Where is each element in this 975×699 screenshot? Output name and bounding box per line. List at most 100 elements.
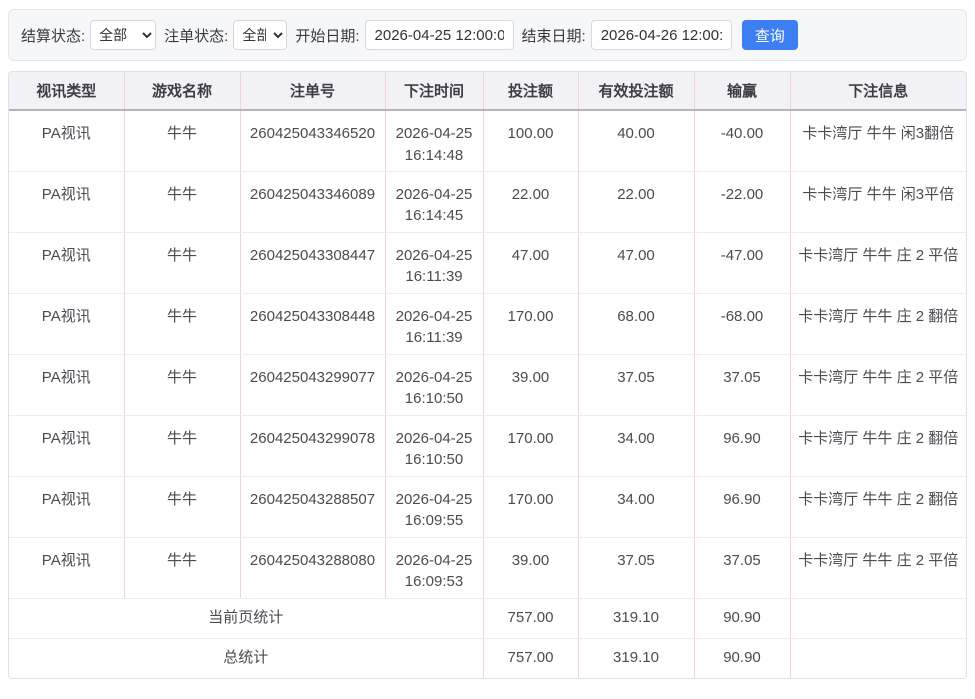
- summary-bet-amount-cell: 757.00: [483, 598, 579, 639]
- bet-records-table: 视讯类型 游戏名称 注单号 下注时间 投注额 有效投注额 输赢 下注信息 PA视…: [9, 72, 966, 678]
- video-type-cell: PA视讯: [9, 537, 125, 599]
- bet-amount-cell: 100.00: [483, 110, 579, 172]
- game-name-cell: 牛牛: [124, 110, 241, 172]
- game-name-cell: 牛牛: [124, 171, 241, 233]
- bet-info-cell: 卡卡湾厅 牛牛 闲3平倍: [790, 171, 966, 233]
- bet-id-cell: 260425043346089: [240, 171, 386, 233]
- valid-bet-amount-cell: 40.00: [578, 110, 695, 172]
- summary-win-loss-cell: 90.90: [694, 638, 791, 678]
- bet-records-table-container: 视讯类型 游戏名称 注单号 下注时间 投注额 有效投注额 输赢 下注信息 PA视…: [8, 71, 967, 679]
- video-type-cell: PA视讯: [9, 171, 125, 233]
- win-loss-cell: 96.90: [694, 476, 791, 538]
- query-button[interactable]: 查询: [741, 20, 798, 50]
- bet-id-cell: 260425043346520: [240, 110, 386, 172]
- table-row: PA视讯 牛牛 260425043288507 2026-04-25 16:09…: [9, 476, 966, 538]
- game-name-cell: 牛牛: [124, 354, 241, 416]
- start-date-input[interactable]: [364, 20, 514, 50]
- header-bet-id: 注单号: [240, 72, 386, 111]
- bet-info-cell: 卡卡湾厅 牛牛 庄 2 翻倍: [790, 293, 966, 355]
- end-date-group: 结束日期:: [522, 20, 732, 50]
- summary-info-cell: [790, 598, 966, 639]
- bet-info-cell: 卡卡湾厅 牛牛 闲3翻倍: [790, 110, 966, 172]
- game-name-cell: 牛牛: [124, 293, 241, 355]
- order-status-group: 注单状态: 全部: [164, 20, 288, 50]
- header-bet-time: 下注时间: [385, 72, 484, 111]
- header-game-name: 游戏名称: [124, 72, 241, 111]
- video-type-cell: PA视讯: [9, 232, 125, 294]
- video-type-cell: PA视讯: [9, 293, 125, 355]
- bet-id-cell: 260425043308447: [240, 232, 386, 294]
- table-row: PA视讯 牛牛 260425043308448 2026-04-25 16:11…: [9, 293, 966, 355]
- bet-id-cell: 260425043288080: [240, 537, 386, 599]
- win-loss-cell: -40.00: [694, 110, 791, 172]
- filter-bar: 结算状态: 全部 注单状态: 全部 开始日期: 结束日期: 查询: [8, 9, 967, 61]
- summary-valid-bet-amount-cell: 319.10: [578, 598, 695, 639]
- bet-id-cell: 260425043299077: [240, 354, 386, 416]
- bet-info-cell: 卡卡湾厅 牛牛 庄 2 翻倍: [790, 415, 966, 477]
- win-loss-cell: 96.90: [694, 415, 791, 477]
- bet-amount-cell: 170.00: [483, 293, 579, 355]
- table-row: PA视讯 牛牛 260425043288080 2026-04-25 16:09…: [9, 537, 966, 599]
- win-loss-cell: -68.00: [694, 293, 791, 355]
- header-bet-amount: 投注额: [483, 72, 579, 111]
- bet-time-cell: 2026-04-25 16:10:50: [385, 354, 484, 416]
- valid-bet-amount-cell: 34.00: [578, 415, 695, 477]
- bet-id-cell: 260425043308448: [240, 293, 386, 355]
- settlement-status-group: 结算状态: 全部: [21, 20, 157, 50]
- win-loss-cell: -47.00: [694, 232, 791, 294]
- summary-win-loss-cell: 90.90: [694, 598, 791, 639]
- valid-bet-amount-cell: 68.00: [578, 293, 695, 355]
- bet-info-cell: 卡卡湾厅 牛牛 庄 2 翻倍: [790, 476, 966, 538]
- summary-label-cell: 总统计: [9, 638, 484, 678]
- game-name-cell: 牛牛: [124, 415, 241, 477]
- bet-time-cell: 2026-04-25 16:10:50: [385, 415, 484, 477]
- table-row: PA视讯 牛牛 260425043346520 2026-04-25 16:14…: [9, 110, 966, 172]
- table-row: PA视讯 牛牛 260425043299077 2026-04-25 16:10…: [9, 354, 966, 416]
- header-bet-info: 下注信息: [790, 72, 966, 111]
- bet-info-cell: 卡卡湾厅 牛牛 庄 2 平倍: [790, 232, 966, 294]
- summary-total-row: 总统计 757.00 319.10 90.90: [9, 638, 966, 678]
- bet-amount-cell: 47.00: [483, 232, 579, 294]
- header-win-loss: 输赢: [694, 72, 791, 111]
- video-type-cell: PA视讯: [9, 354, 125, 416]
- game-name-cell: 牛牛: [124, 537, 241, 599]
- bet-amount-cell: 39.00: [483, 354, 579, 416]
- summary-label-cell: 当前页统计: [9, 598, 484, 639]
- bet-info-cell: 卡卡湾厅 牛牛 庄 2 平倍: [790, 537, 966, 599]
- end-date-input[interactable]: [590, 20, 732, 50]
- bet-amount-cell: 39.00: [483, 537, 579, 599]
- header-valid-bet-amount: 有效投注额: [578, 72, 695, 111]
- order-status-select[interactable]: 全部: [233, 20, 288, 50]
- valid-bet-amount-cell: 37.05: [578, 537, 695, 599]
- valid-bet-amount-cell: 37.05: [578, 354, 695, 416]
- order-status-label: 注单状态:: [164, 27, 229, 45]
- summary-bet-amount-cell: 757.00: [483, 638, 579, 678]
- table-row: PA视讯 牛牛 260425043299078 2026-04-25 16:10…: [9, 415, 966, 477]
- table-row: PA视讯 牛牛 260425043346089 2026-04-25 16:14…: [9, 171, 966, 233]
- summary-current-page-row: 当前页统计 757.00 319.10 90.90: [9, 598, 966, 639]
- bet-time-cell: 2026-04-25 16:14:48: [385, 110, 484, 172]
- bet-id-cell: 260425043299078: [240, 415, 386, 477]
- settlement-status-select[interactable]: 全部: [90, 20, 157, 50]
- bet-time-cell: 2026-04-25 16:09:55: [385, 476, 484, 538]
- bet-time-cell: 2026-04-25 16:14:45: [385, 171, 484, 233]
- bet-info-cell: 卡卡湾厅 牛牛 庄 2 平倍: [790, 354, 966, 416]
- summary-valid-bet-amount-cell: 319.10: [578, 638, 695, 678]
- start-date-label: 开始日期:: [295, 27, 360, 45]
- settlement-status-label: 结算状态:: [21, 27, 86, 45]
- valid-bet-amount-cell: 47.00: [578, 232, 695, 294]
- bet-time-cell: 2026-04-25 16:11:39: [385, 232, 484, 294]
- table-header-row: 视讯类型 游戏名称 注单号 下注时间 投注额 有效投注额 输赢 下注信息: [9, 72, 966, 111]
- start-date-group: 开始日期:: [295, 20, 514, 50]
- win-loss-cell: 37.05: [694, 537, 791, 599]
- video-type-cell: PA视讯: [9, 415, 125, 477]
- summary-info-cell: [790, 638, 966, 678]
- valid-bet-amount-cell: 22.00: [578, 171, 695, 233]
- header-video-type: 视讯类型: [9, 72, 125, 111]
- bet-amount-cell: 170.00: [483, 415, 579, 477]
- bet-time-cell: 2026-04-25 16:11:39: [385, 293, 484, 355]
- valid-bet-amount-cell: 34.00: [578, 476, 695, 538]
- bet-id-cell: 260425043288507: [240, 476, 386, 538]
- bet-amount-cell: 170.00: [483, 476, 579, 538]
- end-date-label: 结束日期:: [521, 27, 586, 45]
